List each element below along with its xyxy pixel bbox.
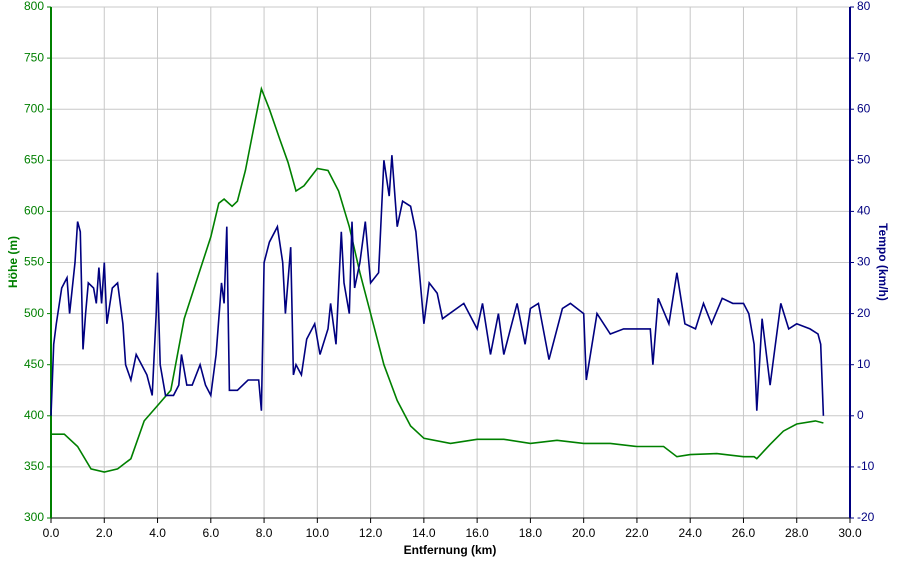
x-tick-label: 26.0 [732, 526, 756, 540]
x-tick-label: 8.0 [256, 526, 273, 540]
x-tick-label: 12.0 [359, 526, 383, 540]
x-tick-label: 18.0 [519, 526, 543, 540]
y-tick-label: 450 [24, 357, 44, 371]
x-tick-label: 30.0 [838, 526, 862, 540]
x-tick-label: 4.0 [149, 526, 166, 540]
line-series [51, 85, 824, 473]
y2-tick-label: 70 [857, 50, 871, 64]
y2-tick-label: 40 [857, 204, 871, 218]
y2-tick-label: 80 [857, 0, 871, 13]
x-tick-label: 16.0 [465, 526, 489, 540]
x-tick-label: 28.0 [785, 526, 809, 540]
x-tick-label: 20.0 [572, 526, 596, 540]
y2-tick-label: 60 [857, 101, 871, 115]
y2-tick-label: 10 [857, 357, 871, 371]
y-tick-label: 550 [24, 255, 44, 269]
y2-tick-label: 20 [857, 306, 871, 320]
line-series [50, 155, 825, 416]
y-tick-label: 350 [24, 459, 44, 473]
y2-axis-title: Tempo (km/h) [876, 223, 890, 301]
y-tick-label: 300 [24, 510, 44, 524]
x-tick-label: 14.0 [412, 526, 436, 540]
y2-tick-label: 30 [857, 255, 871, 269]
x-axis-title: Entfernung (km) [404, 543, 497, 557]
x-tick-label: 24.0 [679, 526, 703, 540]
x-tick-label: 0.0 [43, 526, 60, 540]
y-tick-label: 600 [24, 204, 44, 218]
x-tick-label: 10.0 [306, 526, 330, 540]
y-tick-label: 800 [24, 0, 44, 13]
y-tick-label: 650 [24, 152, 44, 166]
x-tick-label: 22.0 [625, 526, 649, 540]
x-tick-label: 6.0 [202, 526, 219, 540]
y-tick-label: 750 [24, 50, 44, 64]
x-tick-label: 2.0 [96, 526, 113, 540]
y-axis-title: Höhe (m) [6, 236, 20, 288]
y2-tick-label: -10 [857, 459, 875, 473]
y2-tick-label: -20 [857, 510, 875, 524]
y2-tick-label: 50 [857, 152, 871, 166]
y2-tick-label: 0 [857, 408, 864, 422]
y-tick-label: 500 [24, 306, 44, 320]
y-tick-label: 700 [24, 101, 44, 115]
y-tick-label: 400 [24, 408, 44, 422]
